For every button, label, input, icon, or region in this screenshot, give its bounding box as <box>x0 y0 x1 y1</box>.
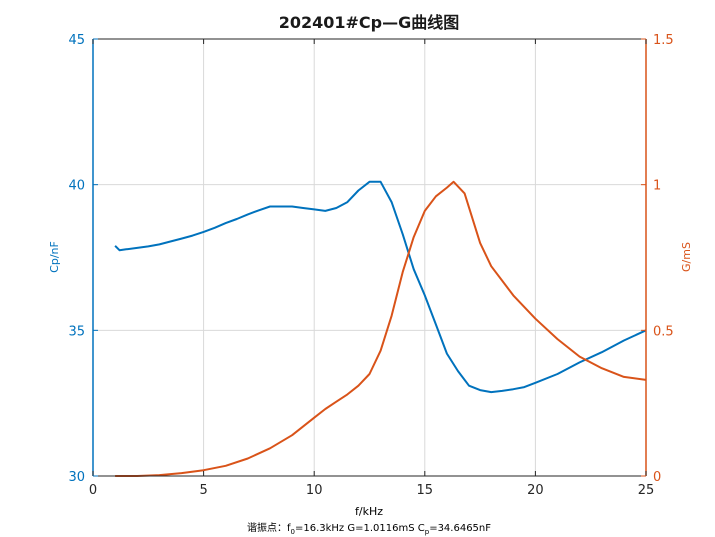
axes: 0 5 10 15 20 25 30 35 40 45 0 0.5 1 1.5 <box>68 33 673 498</box>
chart-title: 202401#Cp—G曲线图 <box>279 13 460 32</box>
x-tick-label: 0 <box>89 483 97 498</box>
curves <box>114 180 647 477</box>
y-right-axis-label: G/mS <box>680 242 693 272</box>
resonance-caption: 谐振点：f0=16.3kHz G=1.0116mS Cp=34.6465nF <box>247 521 491 536</box>
x-tick-label: 25 <box>638 483 655 498</box>
y-left-axis-label: Cp/nF <box>48 241 61 273</box>
y-right-tick-label: 1 <box>653 179 661 194</box>
x-tick-label: 20 <box>527 483 544 498</box>
y-right-tick-label: 0 <box>653 470 661 485</box>
y-left-tick-label: 45 <box>68 33 85 48</box>
y-right-tick-label: 0.5 <box>653 324 674 339</box>
grid <box>93 39 646 476</box>
x-axis-label: f/kHz <box>355 505 383 518</box>
x-tick-label: 10 <box>306 483 323 498</box>
caption-c-value: =34.6465nF <box>429 523 491 534</box>
y-left-tick-label: 35 <box>68 324 85 339</box>
y-left-tick-label: 40 <box>68 179 85 194</box>
y-right-tick-label: 1.5 <box>653 33 674 48</box>
g-series-line <box>115 180 647 477</box>
caption-f-value: =16.3kHz G=1.0116mS C <box>295 523 425 534</box>
caption-c-subscript: p <box>425 528 430 536</box>
caption-f-subscript: 0 <box>291 528 295 536</box>
x-tick-label: 5 <box>199 483 207 498</box>
y-left-tick-label: 30 <box>68 470 85 485</box>
x-tick-label: 15 <box>417 483 434 498</box>
cp-series-line <box>114 180 647 394</box>
caption-prefix: 谐振点：f <box>247 521 291 534</box>
plot-area <box>93 39 646 476</box>
